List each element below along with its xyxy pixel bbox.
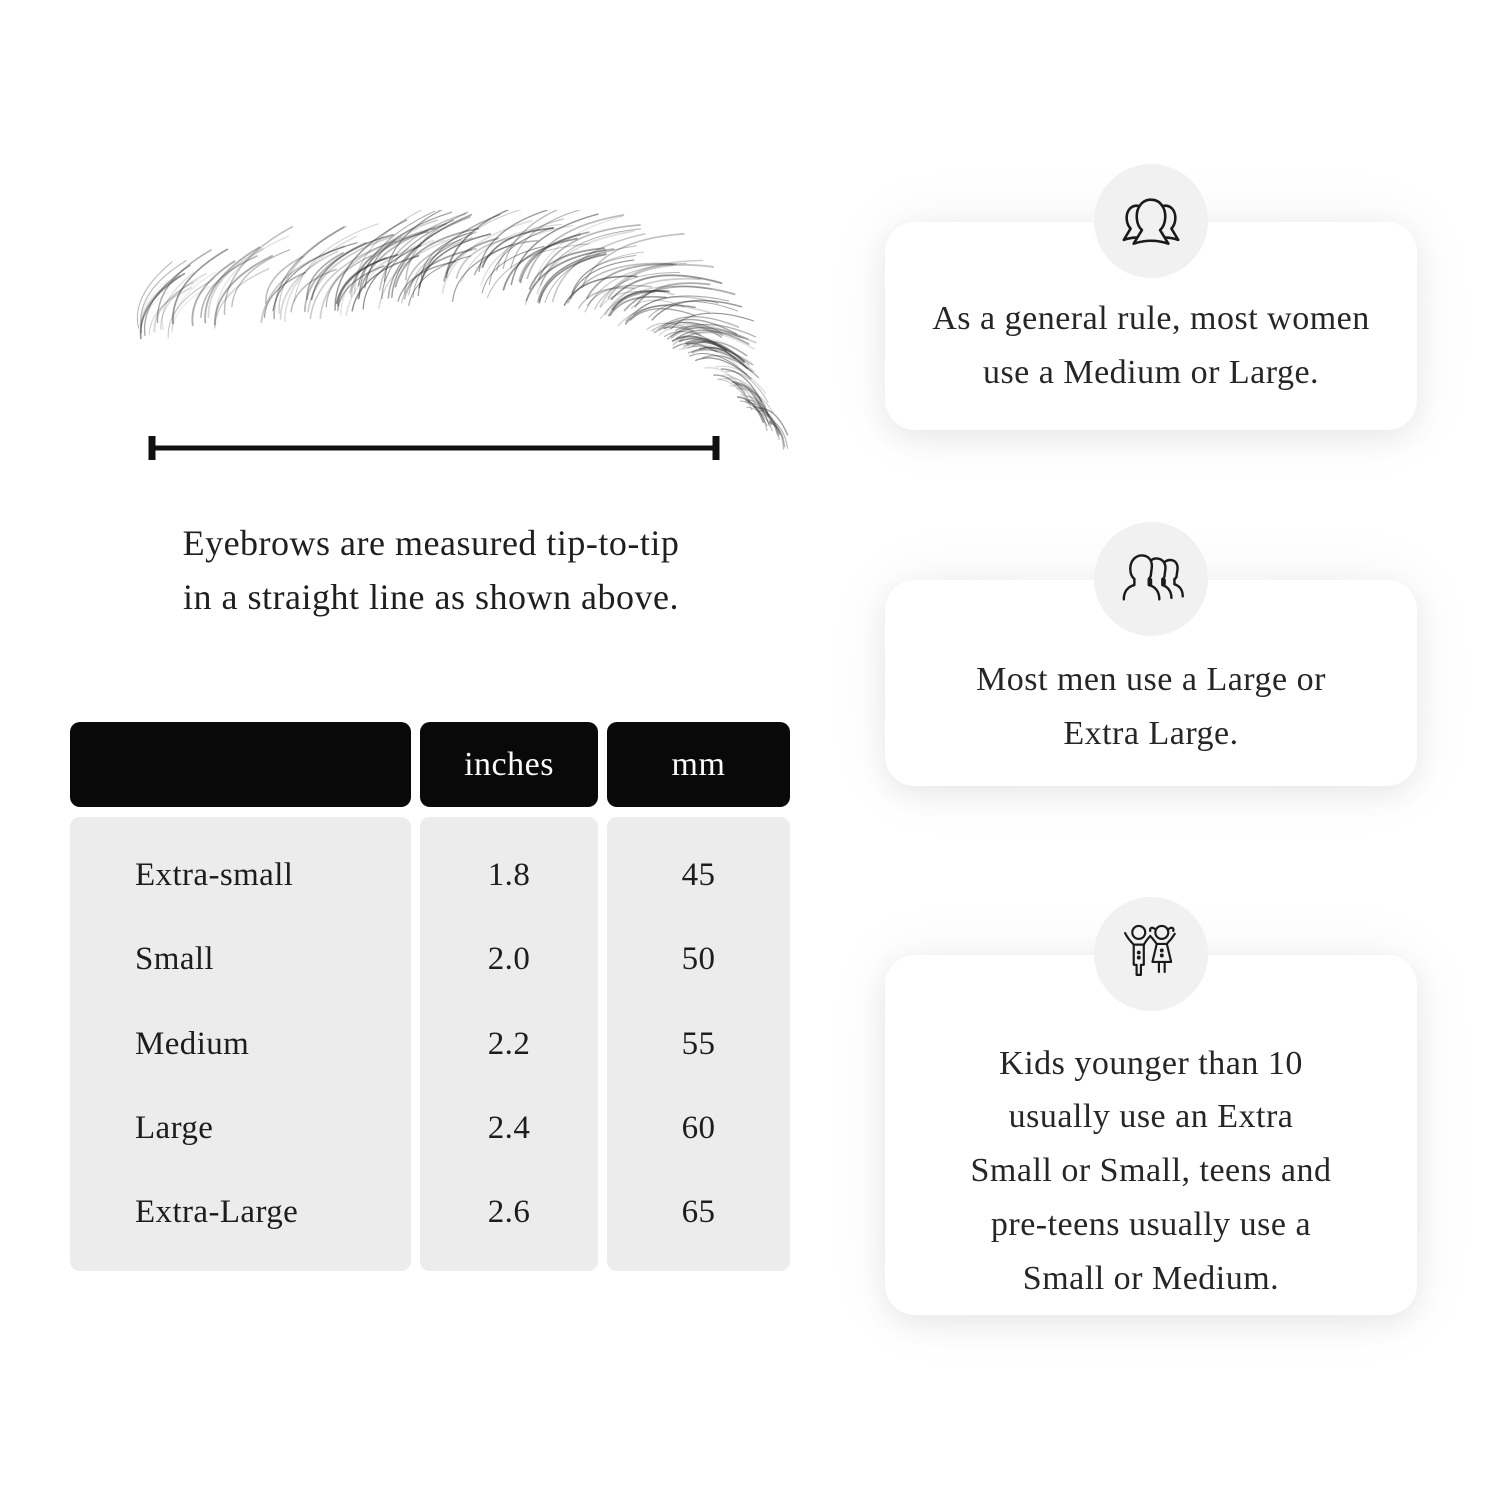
size-table-label-column: Extra-small Small Medium Large Extra-Large xyxy=(70,817,411,1271)
size-table-cell: Small xyxy=(135,941,215,978)
card-kids: Kids younger than 10 usually use an Extr… xyxy=(885,897,1417,1315)
size-table-inches-column: 1.8 2.0 2.2 2.4 2.6 xyxy=(420,817,598,1271)
size-table-cell: 55 xyxy=(681,1025,716,1062)
size-table-cell: Medium xyxy=(135,1025,250,1062)
women-icon-circle xyxy=(1094,164,1208,278)
size-table-cell: 60 xyxy=(681,1109,716,1146)
measurement-line xyxy=(148,436,720,460)
measurement-caption: Eyebrows are measured tip-to-tip in a st… xyxy=(182,523,680,617)
size-table-cell: 65 xyxy=(681,1194,716,1231)
kids-icon-circle xyxy=(1094,897,1208,1011)
card-men: Most men use a Large or Extra Large. xyxy=(885,522,1417,786)
size-table-cell: Large xyxy=(135,1109,214,1146)
card-women: As a general rule, most women use a Medi… xyxy=(885,164,1417,430)
card-text: Kids younger than 10 usually use an Extr… xyxy=(970,1044,1332,1297)
size-table-mm-column: 45 50 55 60 65 xyxy=(607,817,790,1271)
size-table-cell: 45 xyxy=(681,856,716,893)
size-table-cell: 2.4 xyxy=(487,1109,531,1146)
size-table-cell: 50 xyxy=(681,941,716,978)
size-table-header-mm: mm xyxy=(607,722,790,807)
size-table-cell: Extra-small xyxy=(135,856,294,893)
women-group-icon xyxy=(1122,198,1180,245)
size-table-cell: 1.8 xyxy=(487,856,531,893)
eyebrow-illustration xyxy=(137,210,789,450)
card-text: As a general rule, most women use a Medi… xyxy=(932,300,1370,391)
kids-icon xyxy=(1124,924,1176,976)
men-group-icon xyxy=(1122,554,1184,601)
size-table-header-size xyxy=(70,722,411,807)
men-icon-circle xyxy=(1094,522,1208,636)
card-text: Most men use a Large or Extra Large. xyxy=(976,661,1326,752)
size-table-header-inches: inches xyxy=(420,722,598,807)
size-table-cell: 2.2 xyxy=(487,1025,531,1062)
size-table-cell: 2.6 xyxy=(487,1194,531,1231)
size-table-cell: 2.0 xyxy=(487,941,531,978)
size-table-cell: Extra-Large xyxy=(135,1194,299,1231)
